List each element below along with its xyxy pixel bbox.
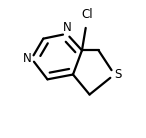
Text: Cl: Cl (81, 8, 93, 21)
Text: N: N (62, 21, 71, 34)
Text: S: S (114, 68, 122, 81)
Text: N: N (23, 52, 32, 65)
